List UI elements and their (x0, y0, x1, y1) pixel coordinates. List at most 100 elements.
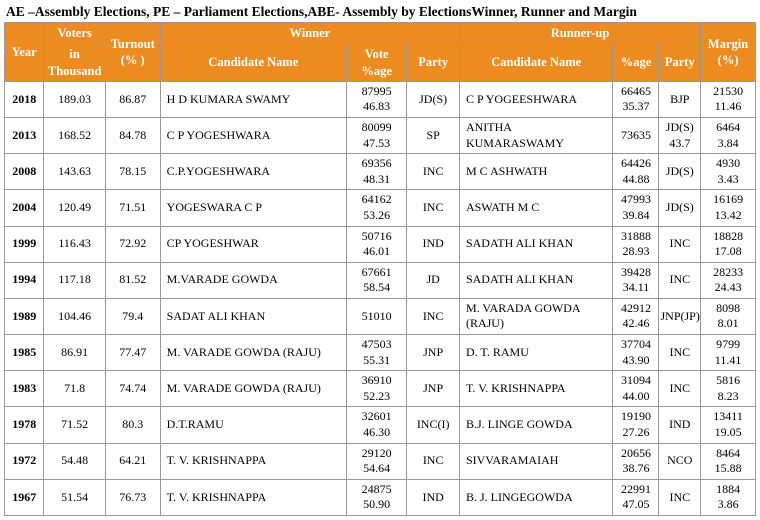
election-table: Year Voters Turnout (% ) Winner Runner-u… (4, 22, 756, 516)
hdr-margin: Margin (%) (701, 23, 756, 82)
cell: 1983 (5, 371, 44, 407)
cell: 77.47 (105, 335, 160, 371)
hdr-winner: Winner (160, 23, 459, 44)
cell: 86.87 (105, 81, 160, 117)
cell: H D KUMARA SWAMY (160, 81, 346, 117)
cell: INC (659, 479, 701, 515)
cell: 3260146.30 (347, 407, 407, 443)
cell: JD (407, 262, 460, 298)
cell: 80988.01 (701, 298, 756, 334)
cell: 189.03 (44, 81, 105, 117)
cell: 2065638.76 (613, 443, 659, 479)
cell: 117.18 (44, 262, 105, 298)
cell: 120.49 (44, 190, 105, 226)
cell: 71.52 (44, 407, 105, 443)
table-row: 196751.5476.73T. V. KRISHNAPPA2487550.90… (5, 479, 756, 515)
cell: D.T.RAMU (160, 407, 346, 443)
cell: 58168.23 (701, 371, 756, 407)
cell: 3942834.11 (613, 262, 659, 298)
cell: 6416253.26 (347, 190, 407, 226)
cell: 74.74 (105, 371, 160, 407)
cell: 73635 (613, 117, 659, 153)
hdr-turnout: Turnout (% ) (105, 23, 160, 82)
cell: IND (407, 226, 460, 262)
cell: CP YOGESHWAR (160, 226, 346, 262)
cell: 76.73 (105, 479, 160, 515)
cell: 54.48 (44, 443, 105, 479)
cell: INC (407, 190, 460, 226)
cell: 49303.43 (701, 154, 756, 190)
cell: 78.15 (105, 154, 160, 190)
hdr-w-name: Candidate Name (160, 44, 346, 82)
cell: 86.91 (44, 335, 105, 371)
cell: YOGESWARA C P (160, 190, 346, 226)
cell: 2487550.90 (347, 479, 407, 515)
table-row: 1994117.1881.52M.VARADE GOWDA6766158.54J… (5, 262, 756, 298)
cell: T. V. KRISHNAPPA (459, 371, 612, 407)
cell: 1985 (5, 335, 44, 371)
cell: INC (659, 262, 701, 298)
cell: C P YOGESHWARA (160, 117, 346, 153)
cell: 1882817.08 (701, 226, 756, 262)
cell: 3770443.90 (613, 335, 659, 371)
cell: NCO (659, 443, 701, 479)
cell: 116.43 (44, 226, 105, 262)
cell: B. J. LINGEGOWDA (459, 479, 612, 515)
cell: 4750355.31 (347, 335, 407, 371)
cell: 79.4 (105, 298, 160, 334)
cell: D. T. RAMU (459, 335, 612, 371)
cell: JD(S) (407, 81, 460, 117)
cell: 143.63 (44, 154, 105, 190)
cell: 846415.88 (701, 443, 756, 479)
hdr-r-vote: %age (613, 44, 659, 82)
cell: JNP (407, 335, 460, 371)
cell: 1994 (5, 262, 44, 298)
cell: SADATH ALI KHAN (459, 226, 612, 262)
cell: 104.46 (44, 298, 105, 334)
cell: 4291242.46 (613, 298, 659, 334)
table-row: 198371.874.74M. VARADE GOWDA (RAJU)36910… (5, 371, 756, 407)
cell: BJP (659, 81, 701, 117)
cell: M.VARADE GOWDA (160, 262, 346, 298)
cell: M. VARADE GOWDA (RAJU) (160, 335, 346, 371)
cell: T. V. KRISHNAPPA (160, 479, 346, 515)
cell: INC (659, 226, 701, 262)
cell: 1972 (5, 443, 44, 479)
cell: 64643.84 (701, 117, 756, 153)
cell: SP (407, 117, 460, 153)
cell: C.P.YOGESHWARA (160, 154, 346, 190)
cell: 84.78 (105, 117, 160, 153)
cell: 51.54 (44, 479, 105, 515)
cell: B.J. LINGE GOWDA (459, 407, 612, 443)
hdr-year: Year (5, 23, 44, 82)
cell: JD(S) 43.7 (659, 117, 701, 153)
cell: 6646535.37 (613, 81, 659, 117)
cell: IND (407, 479, 460, 515)
cell: 2008 (5, 154, 44, 190)
cell: 72.92 (105, 226, 160, 262)
cell: 5071646.01 (347, 226, 407, 262)
table-row: 198586.9177.47M. VARADE GOWDA (RAJU)4750… (5, 335, 756, 371)
cell: INC (407, 443, 460, 479)
cell: INC (659, 371, 701, 407)
cell: 51010 (347, 298, 407, 334)
cell: SADATH ALI KHAN (459, 262, 612, 298)
hdr-runner: Runner-up (459, 23, 700, 44)
cell: IND (659, 407, 701, 443)
cell: INC (407, 298, 460, 334)
hdr-w-party: Party (407, 44, 460, 82)
cell: 979911.41 (701, 335, 756, 371)
cell: 71.51 (105, 190, 160, 226)
cell: 3188828.93 (613, 226, 659, 262)
cell: 71.8 (44, 371, 105, 407)
cell: 1989 (5, 298, 44, 334)
table-row: 1999116.4372.92CP YOGESHWAR5071646.01IND… (5, 226, 756, 262)
cell: 8009947.53 (347, 117, 407, 153)
cell: 1967 (5, 479, 44, 515)
cell: 6935648.31 (347, 154, 407, 190)
cell: 168.52 (44, 117, 105, 153)
cell: 2013 (5, 117, 44, 153)
cell: 80.3 (105, 407, 160, 443)
cell: 4799339.84 (613, 190, 659, 226)
cell: 6442644.88 (613, 154, 659, 190)
